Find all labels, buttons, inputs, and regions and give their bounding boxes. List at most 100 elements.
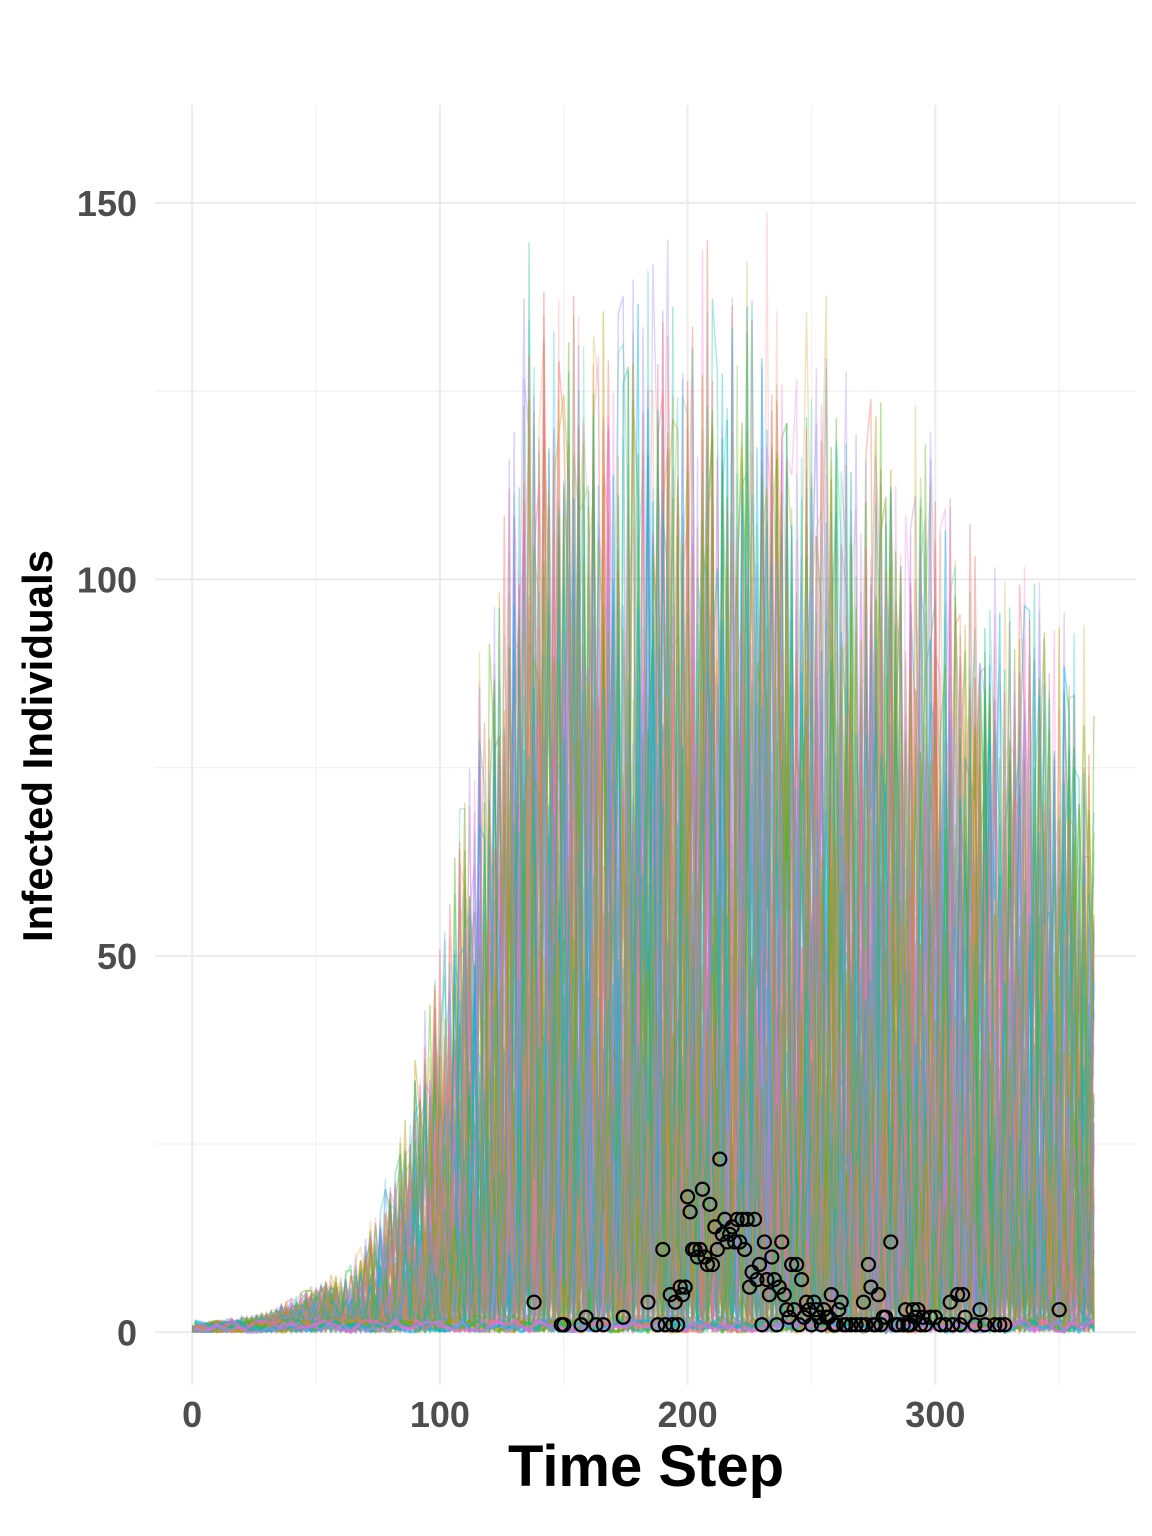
observed-point (811, 1309, 827, 1325)
observed-point (675, 1287, 691, 1303)
observed-point (764, 1249, 780, 1265)
simulation-line (191, 295, 1095, 1333)
x-tick-label: 100 (410, 1394, 470, 1435)
simulation-line (191, 691, 1095, 1334)
observed-point (873, 1317, 889, 1333)
observed-point (912, 1317, 929, 1333)
gridlines (155, 105, 1136, 1385)
simulation-line (192, 1026, 1095, 1334)
observed-point (774, 1234, 790, 1250)
observed-point (672, 1279, 688, 1295)
simulation-line (192, 862, 1095, 1335)
observed-point (950, 1287, 966, 1303)
observed-point (997, 1317, 1013, 1333)
simulation-line (192, 691, 1095, 1334)
simulation-line (192, 723, 1095, 1333)
simulation-line (191, 701, 1095, 1334)
observed-point (756, 1234, 773, 1250)
simulation-line (192, 573, 1095, 1334)
observed-point (823, 1287, 839, 1303)
observed-point (816, 1302, 832, 1318)
observed-point (838, 1317, 854, 1333)
x-tick-label: 300 (905, 1394, 965, 1435)
y-axis-ticks: 0 50 100 150 (77, 183, 137, 1353)
simulation-line (191, 950, 1095, 1333)
simulation-line (191, 591, 1095, 1334)
simulation-line (191, 553, 1095, 1335)
observed-points (526, 1151, 1067, 1333)
simulation-baseline (193, 1318, 1095, 1335)
simulation-line (191, 437, 1095, 1334)
observed-point (655, 1241, 671, 1258)
observed-point (952, 1317, 968, 1333)
simulation-line (192, 713, 1095, 1333)
simulation-line (192, 706, 1095, 1333)
simulation-line (192, 367, 1095, 1335)
simulation-line (192, 400, 1095, 1335)
observed-point (910, 1302, 926, 1318)
simulation-line (192, 535, 1095, 1333)
observed-point (779, 1302, 795, 1318)
observed-point (858, 1317, 874, 1333)
simulation-line (191, 211, 1095, 1334)
simulation-line (192, 718, 1095, 1334)
observed-point (650, 1317, 666, 1333)
observed-point (808, 1302, 825, 1318)
observed-point (766, 1271, 782, 1288)
simulation-line (191, 342, 1095, 1333)
simulation-line (192, 445, 1095, 1334)
y-tick-label: 100 (77, 559, 137, 600)
observed-point (771, 1279, 787, 1295)
observed-point (954, 1287, 971, 1303)
observed-point (769, 1317, 785, 1333)
observed-point (670, 1317, 686, 1333)
y-tick-label: 150 (77, 183, 137, 224)
observed-point (798, 1294, 815, 1310)
observed-point (722, 1226, 738, 1243)
y-tick-label: 50 (97, 936, 137, 977)
simulation-line (191, 327, 1095, 1335)
simulation-line (191, 386, 1095, 1333)
observed-point (848, 1317, 864, 1333)
observed-point (843, 1317, 859, 1333)
x-tick-label: 0 (182, 1394, 202, 1435)
observed-point (595, 1317, 611, 1333)
observed-point (573, 1317, 589, 1333)
observed-point (680, 1189, 696, 1205)
simulation-line (191, 406, 1095, 1334)
simulation-line (192, 335, 1095, 1334)
observed-point (784, 1256, 800, 1273)
simulation-line (191, 279, 1095, 1334)
simulation-line (191, 477, 1095, 1333)
simulation-line (191, 469, 1095, 1334)
simulation-line (191, 501, 1095, 1334)
observed-point (739, 1211, 755, 1227)
simulation-line (191, 239, 1095, 1334)
observed-point (895, 1317, 911, 1333)
observed-point (751, 1256, 768, 1273)
observed-point (724, 1219, 740, 1235)
observed-point (883, 1234, 899, 1250)
observed-point (556, 1317, 572, 1333)
simulation-line (191, 559, 1095, 1334)
simulation-line (191, 331, 1095, 1334)
x-tick-label: 200 (658, 1394, 718, 1435)
simulation-line (192, 631, 1095, 1335)
observed-point (712, 1151, 728, 1167)
observed-point (727, 1234, 743, 1250)
simulation-line (191, 694, 1095, 1335)
observed-point (870, 1287, 886, 1303)
observed-point (801, 1302, 817, 1318)
simulation-line (191, 303, 1095, 1333)
simulation-line (191, 373, 1095, 1333)
simulation-lines (191, 211, 1096, 1335)
observed-point (789, 1256, 805, 1273)
observed-point (759, 1271, 775, 1288)
observed-point (972, 1302, 988, 1318)
observed-point (732, 1234, 748, 1250)
simulation-line (191, 779, 1095, 1334)
observed-point (588, 1317, 604, 1333)
observed-point (878, 1309, 894, 1325)
y-axis-title: Infected Individuals (14, 550, 61, 942)
